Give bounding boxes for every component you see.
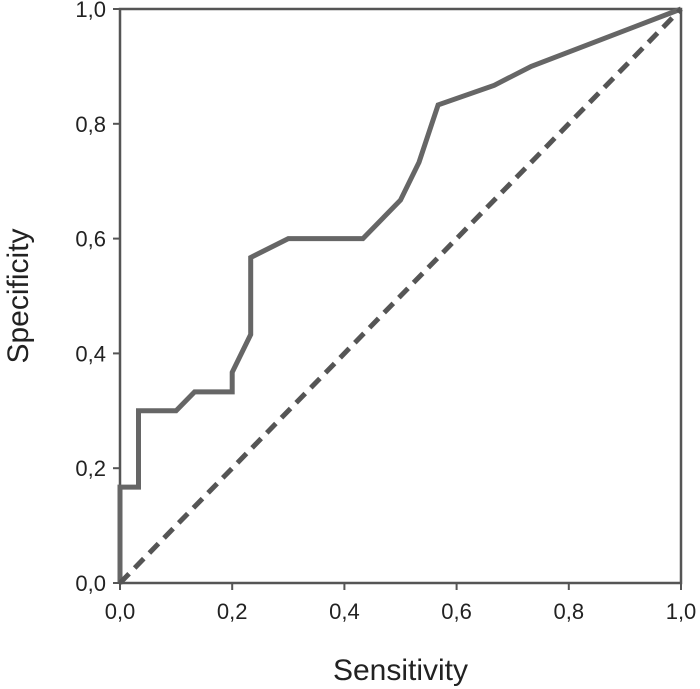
x-axis-title: Sensitivity [333, 654, 468, 687]
y-tick-label: 0,2 [75, 456, 106, 481]
y-tick-label: 0,8 [75, 112, 106, 137]
x-tick-label: 0,0 [105, 599, 136, 624]
x-tick-label: 0,4 [329, 599, 360, 624]
axis-ticks: 0,0 0,2 0,4 0,6 0,8 1,0 0,0 0,2 0,4 0,6 0,8 1,0 [75, 0, 696, 624]
y-tick-label: 0,4 [75, 341, 106, 366]
plot-area [117, 6, 683, 585]
y-tick-label: 0,0 [75, 571, 106, 596]
y-axis-title: Specificity [2, 228, 35, 363]
x-tick-label: 0,2 [217, 599, 248, 624]
plot-frame [118, 7, 683, 585]
roc-curve-line [117, 6, 682, 583]
x-tick-label: 0,6 [441, 599, 472, 624]
x-tick-label: 0,8 [554, 599, 585, 624]
y-tick-label: 1,0 [75, 0, 106, 22]
y-tick-label: 0,6 [75, 227, 106, 252]
reference-diagonal-line [118, 7, 683, 585]
x-tick-label: 1,0 [666, 599, 697, 624]
